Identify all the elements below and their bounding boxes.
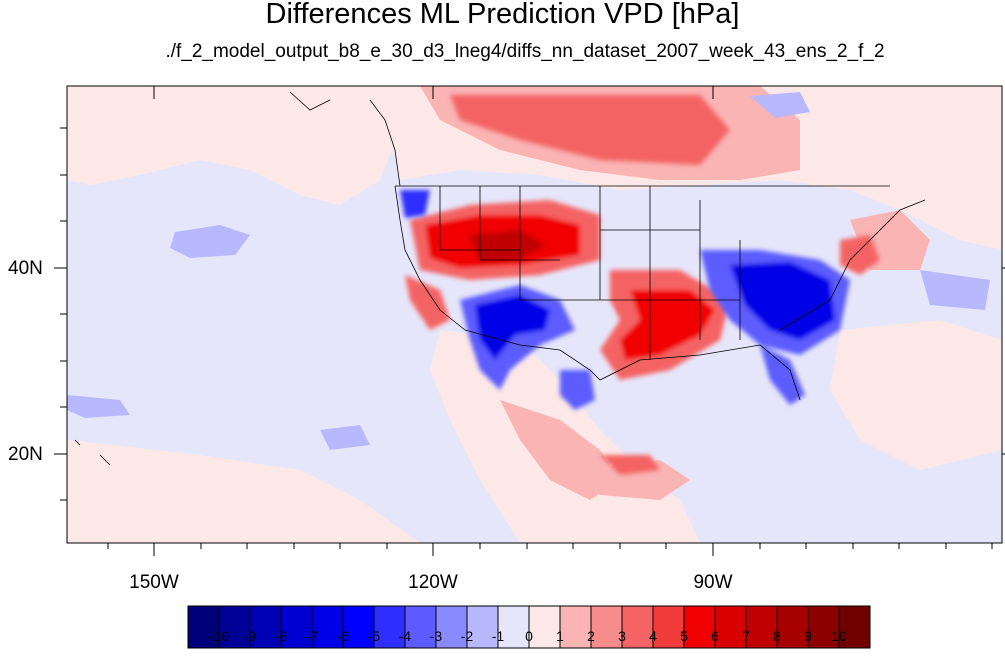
colorbar-tick-label: -1 bbox=[491, 628, 505, 644]
lon-label-90w: 90W bbox=[693, 572, 733, 593]
colorbar-tick-label: -2 bbox=[460, 628, 474, 644]
colorbar-box bbox=[280, 605, 313, 649]
colorbar-tick-label: 10 bbox=[831, 628, 847, 644]
colorbar-box bbox=[466, 605, 499, 649]
colorbar-tick-label: -5 bbox=[367, 628, 381, 644]
colorbar-box bbox=[311, 605, 344, 649]
colorbar-tick-label: -3 bbox=[429, 628, 443, 644]
colorbar-tick-label: -10 bbox=[208, 628, 230, 644]
colorbar-box bbox=[218, 605, 251, 649]
colorbar-tick-label: 9 bbox=[804, 628, 812, 644]
colorbar-tick-label: -7 bbox=[305, 628, 319, 644]
colorbar-tick-label: -6 bbox=[336, 628, 350, 644]
colorbar-box bbox=[497, 605, 530, 649]
colorbar-tick-label: 8 bbox=[773, 628, 781, 644]
colorbar-tick-label: 5 bbox=[680, 628, 688, 644]
axis-ticks bbox=[54, 86, 1005, 556]
colorbar-tick-label: -9 bbox=[243, 628, 257, 644]
colorbar-tick-label: 7 bbox=[742, 628, 750, 644]
colorbar-box bbox=[652, 605, 685, 649]
colorbar-box bbox=[776, 605, 809, 649]
lon-label-120w: 120W bbox=[408, 572, 458, 593]
colorbar-box bbox=[187, 605, 220, 649]
colorbar-tick-label: -8 bbox=[274, 628, 288, 644]
colorbar-box bbox=[621, 605, 654, 649]
lat-label-40n: 40N bbox=[8, 258, 43, 279]
colorbar-box bbox=[745, 605, 778, 649]
colorbar-tick-label: 2 bbox=[587, 628, 595, 644]
colorbar-box bbox=[342, 605, 375, 649]
colorbar-box bbox=[373, 605, 406, 649]
colorbar-box bbox=[683, 605, 716, 649]
colorbar-tick-label: 6 bbox=[711, 628, 719, 644]
colorbar-box bbox=[714, 605, 747, 649]
colorbar-tick-label: -4 bbox=[398, 628, 412, 644]
colorbar-box bbox=[528, 605, 561, 649]
colorbar-tick-label: 3 bbox=[618, 628, 626, 644]
map-title: Differences ML Prediction VPD [hPa] bbox=[265, 0, 740, 30]
colorbar-box bbox=[838, 605, 871, 649]
colorbar bbox=[187, 605, 871, 649]
anomaly-negative-light bbox=[67, 92, 990, 450]
political-boundaries bbox=[74, 91, 926, 466]
lat-label-20n: 20N bbox=[8, 444, 43, 465]
colorbar-tick-label: 0 bbox=[525, 628, 533, 644]
map-subtitle: ./f_2_model_output_b8_e_30_d3_lneg4/diff… bbox=[165, 41, 885, 62]
colorbar-box bbox=[435, 605, 468, 649]
colorbar-box bbox=[807, 605, 840, 649]
anomaly-negative-strong bbox=[400, 190, 850, 410]
colorbar-tick-label: 1 bbox=[556, 628, 564, 644]
colorbar-tick-label: 4 bbox=[649, 628, 657, 644]
colorbar-box bbox=[249, 605, 282, 649]
lon-label-150w: 150W bbox=[129, 572, 179, 593]
